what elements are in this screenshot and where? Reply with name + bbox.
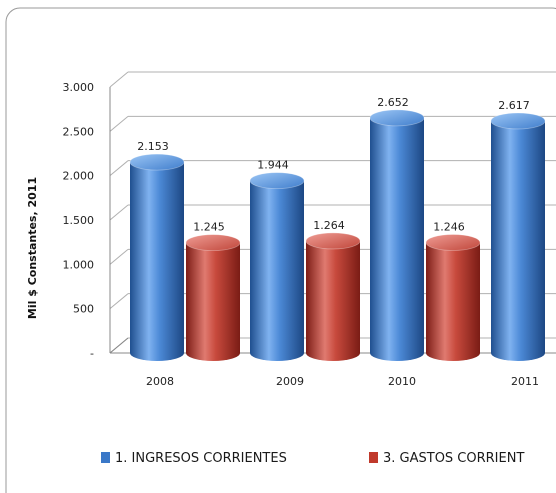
bar-ingresos: [130, 162, 184, 361]
bar-top: [249, 172, 305, 190]
gridline-side: [109, 115, 129, 132]
bar-top: [425, 234, 481, 251]
x-tick-label: 2010: [388, 375, 416, 388]
legend-swatch-ingresos: [101, 452, 110, 463]
gridline-side: [109, 160, 129, 177]
data-label: 1.246: [433, 221, 465, 234]
bar-ingresos: [370, 117, 424, 361]
gridline-side: [109, 71, 129, 88]
bar-top: [185, 234, 241, 252]
gridline-side: [109, 293, 129, 310]
y-axis-label: Mil $ Constantes, 2011: [26, 177, 39, 319]
bar-gastos: [306, 240, 360, 361]
x-tick-label: 2011: [511, 375, 539, 388]
data-label: 1.264: [313, 219, 345, 232]
legend-label-ingresos: 1. INGRESOS CORRIENTES: [115, 451, 287, 466]
x-tick-label: 2008: [146, 375, 174, 388]
bar-gastos: [186, 242, 240, 361]
data-label: 2.617: [498, 99, 530, 112]
bar-gastos: [426, 242, 480, 361]
data-label: 1.944: [257, 159, 289, 172]
gridline-side: [109, 204, 129, 221]
chart-frame: [5, 7, 556, 493]
legend: 1. INGRESOS CORRIENTES 3. GASTOS CORRIEN…: [101, 451, 524, 466]
bar-ingresos: [250, 180, 304, 361]
bar-top: [129, 153, 185, 171]
y-tick-label: 1.000: [63, 258, 95, 271]
y-tick-label: 3.000: [63, 81, 95, 94]
legend-swatch-gastos: [369, 452, 378, 463]
gridline-side: [109, 248, 129, 265]
y-tick-label: 2.000: [63, 170, 95, 183]
data-label: 1.245: [193, 221, 225, 234]
bar-top: [490, 112, 546, 130]
data-label: 2.652: [377, 96, 409, 109]
bar-ingresos: [491, 120, 545, 361]
bar-top: [305, 232, 361, 250]
x-tick-label: 2009: [276, 375, 304, 388]
y-tick-label: 2.500: [63, 125, 95, 138]
y-tick-label: 1.500: [63, 214, 95, 227]
floor-edge: [109, 337, 129, 354]
plot-area: - 500 1.000 1.500 2.000 2.500 3.000 2008 2009 201…: [63, 71, 556, 388]
data-label: 2.153: [137, 140, 169, 153]
y-tick-label: -: [90, 347, 94, 360]
y-tick-label: 500: [73, 303, 94, 316]
bar-top: [369, 109, 425, 127]
legend-label-gastos: 3. GASTOS CORRIENT: [383, 451, 524, 466]
